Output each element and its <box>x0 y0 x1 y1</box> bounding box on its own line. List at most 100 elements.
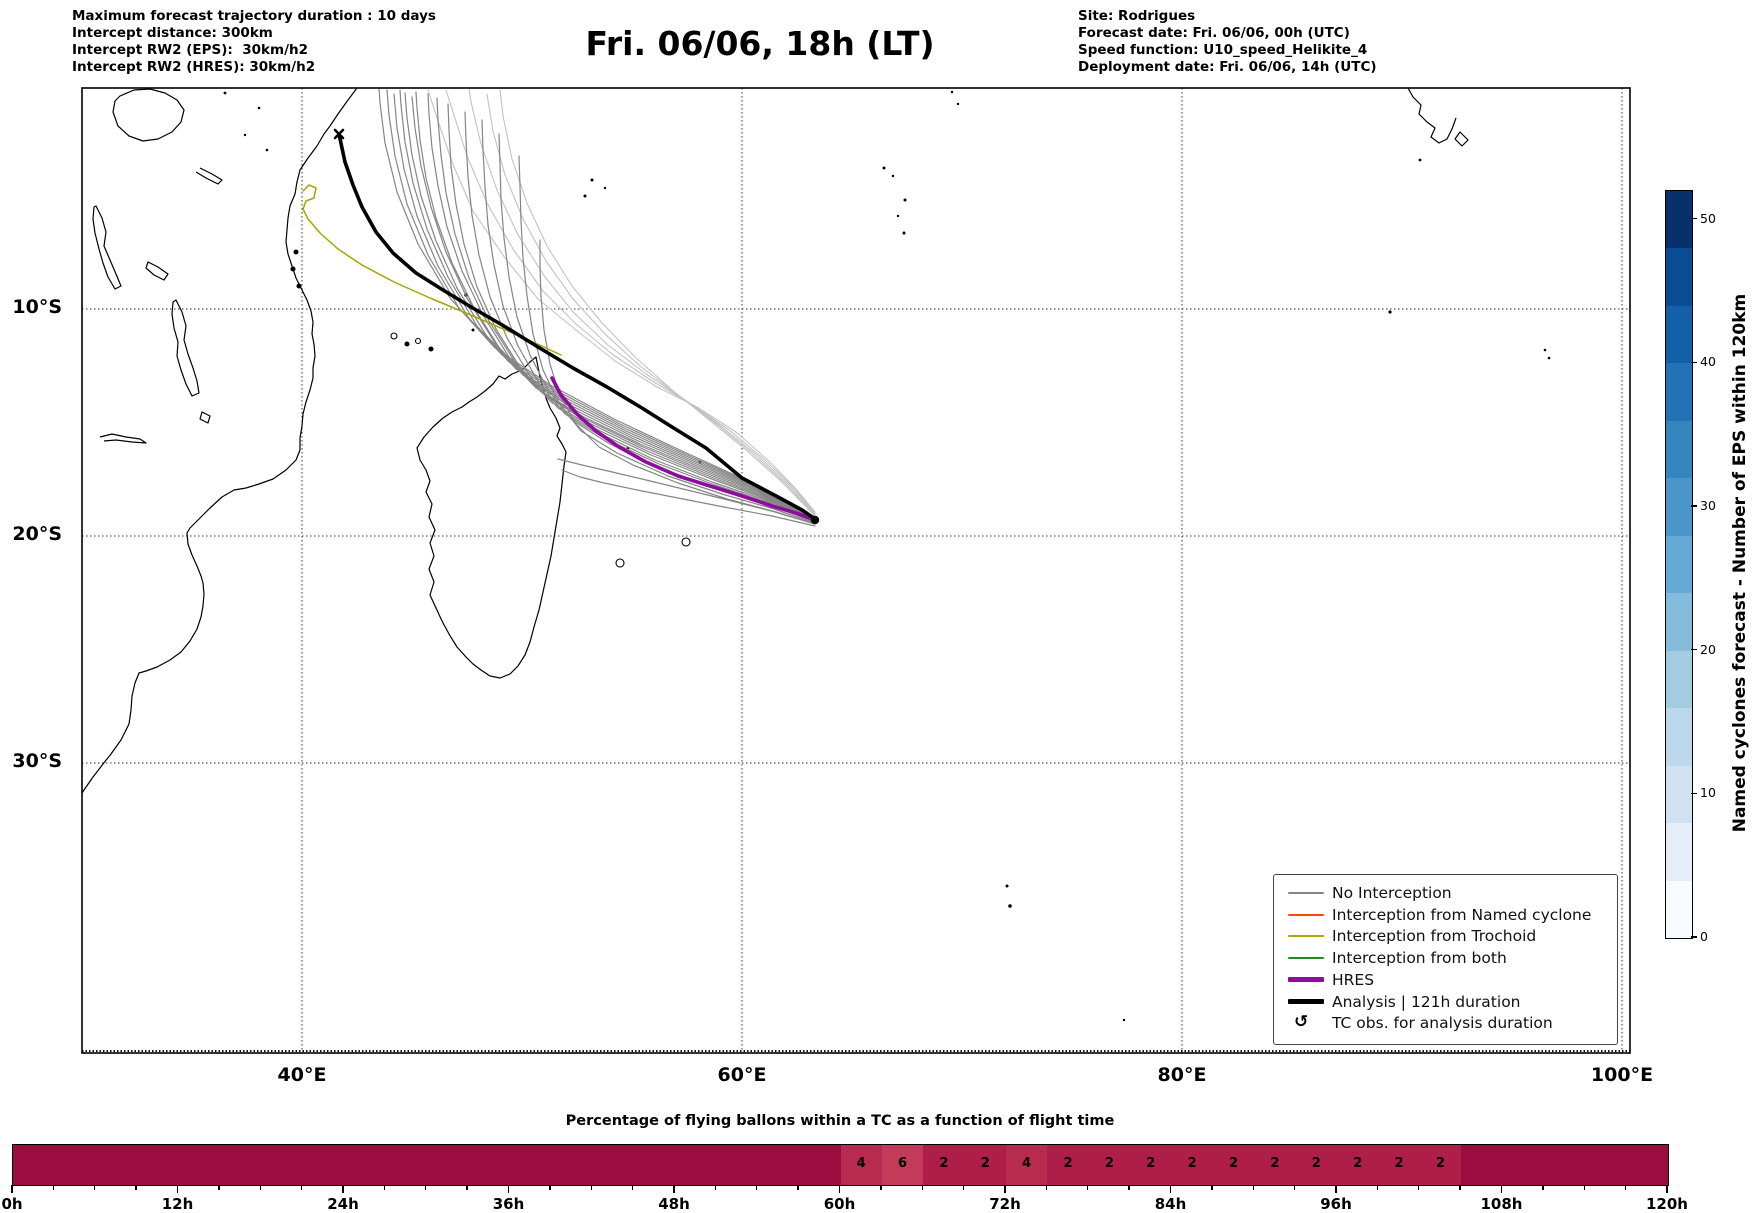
lon-label: 80°E <box>1157 1064 1207 1086</box>
axis-major-tick <box>1169 1185 1172 1193</box>
colorbar-tick <box>1691 361 1697 364</box>
colorbar-tick <box>1691 218 1697 220</box>
axis-minor-tick <box>1045 1185 1048 1190</box>
trajectory-ensemble-light <box>486 93 816 516</box>
axis-minor-tick <box>1252 1185 1254 1190</box>
bar-cell: 2 <box>1254 1145 1296 1185</box>
trajectory-ensemble <box>539 239 816 525</box>
colorbar-segment <box>1666 420 1692 479</box>
colorbar-tick-label: 10 <box>1700 785 1716 801</box>
bar-cell: 2 <box>1130 1145 1172 1185</box>
axis-minor-tick <box>135 1185 137 1190</box>
island-speck <box>1418 158 1422 162</box>
axis-minor-tick <box>300 1185 303 1190</box>
axis-tick-label: 108h <box>1480 1195 1523 1213</box>
axis-tick-label: 72h <box>989 1195 1021 1213</box>
island-reunion <box>615 558 625 568</box>
axis-major-tick <box>507 1185 510 1193</box>
bar-chart-title: Percentage of flying ballons within a TC… <box>565 1113 1115 1129</box>
axis-major-tick <box>673 1185 675 1193</box>
colorbar-tick <box>1691 792 1697 795</box>
legend-row: Interception from Trochoid <box>1274 926 1617 947</box>
coastline-lake-chilwa <box>199 411 211 424</box>
island-mafia-island <box>296 283 302 289</box>
bar-cell: 2 <box>1378 1145 1420 1185</box>
island-speck <box>1122 1018 1126 1022</box>
island-speck <box>882 166 886 170</box>
figure-title: Fri. 06/06, 18h (LT) <box>585 24 935 63</box>
bar-cell: 4 <box>840 1145 882 1185</box>
colorbar-segment <box>1666 650 1692 709</box>
coastline-lake-eyasi <box>195 167 223 185</box>
colorbar-tick-label: 0 <box>1700 929 1708 944</box>
legend-label: No Interception <box>1332 884 1452 902</box>
legend-line-sample <box>1288 892 1324 894</box>
axis-minor-tick <box>631 1185 634 1190</box>
bar-cell-value: 2 <box>1187 1156 1197 1171</box>
colorbar-segment <box>1666 708 1692 767</box>
axis-minor-tick <box>590 1185 592 1190</box>
island-speck <box>1008 904 1012 908</box>
header-line-duration: Maximum forecast trajectory duration : 1… <box>72 8 436 24</box>
trajectory-ensemble <box>498 133 816 523</box>
axis-minor-tick <box>1376 1185 1379 1190</box>
header-line-intercept-distance: Intercept distance: 300km <box>72 25 273 41</box>
colorbar-segment <box>1666 535 1692 594</box>
bar-cell: 2 <box>1337 1145 1379 1185</box>
colorbar-segment <box>1666 305 1692 364</box>
axis-tick-label: 60h <box>823 1195 856 1213</box>
bar-cell: 4 <box>1006 1145 1048 1185</box>
trajectory-ensemble <box>464 111 816 522</box>
axis-minor-tick <box>962 1185 965 1190</box>
axis-major-tick <box>176 1185 179 1193</box>
coastline-sumatra-islet <box>1454 131 1469 147</box>
legend-label: Analysis | 121h duration <box>1332 992 1521 1011</box>
bar-cell-value: 2 <box>1229 1156 1239 1171</box>
axis-major-tick <box>1004 1185 1006 1193</box>
axis-major-tick <box>11 1185 13 1193</box>
axis-tick-label: 48h <box>658 1195 690 1213</box>
analysis-x-marker <box>333 128 345 140</box>
axis-tick-label: 96h <box>1320 1195 1352 1213</box>
island-speck <box>257 106 261 110</box>
legend-line-sample <box>1288 999 1324 1004</box>
axis-minor-tick <box>1211 1185 1213 1190</box>
axis-major-tick <box>342 1185 344 1193</box>
axis-minor-tick <box>1128 1185 1130 1190</box>
bar-cell-value: 6 <box>898 1156 908 1171</box>
colorbar-segment <box>1666 823 1692 882</box>
trajectory-ensemble-light <box>499 89 816 517</box>
bar-cell-value: 4 <box>856 1156 866 1171</box>
coastline-lake-victoria <box>112 88 185 142</box>
colorbar <box>1665 190 1693 939</box>
bar-cell: 2 <box>1419 1145 1462 1185</box>
axis-minor-tick <box>1542 1185 1544 1190</box>
legend-line-sample <box>1288 935 1324 938</box>
coastline-madagascar <box>416 356 567 679</box>
axis-tick-label: 120h <box>1646 1195 1688 1213</box>
bar-cell: 2 <box>1295 1145 1337 1185</box>
island-speck <box>265 148 269 152</box>
trajectory-ensemble <box>411 96 816 520</box>
island-speck <box>956 102 960 106</box>
coastline-lake-tanganyika <box>92 205 122 290</box>
axis-major-tick <box>1335 1185 1337 1193</box>
trajectory-ensemble <box>557 458 816 525</box>
bar-cell-value: 2 <box>939 1156 949 1171</box>
colorbar-title: Named cyclones forecast - Number of EPS … <box>1730 293 1750 833</box>
colorbar-segment <box>1666 191 1692 249</box>
legend-row: Interception from both <box>1274 948 1617 969</box>
header-line-deployment-date: Deployment date: Fri. 06/06, 14h (UTC) <box>1078 59 1377 75</box>
tc-obs-start-marker <box>810 515 820 525</box>
bar-cell-value: 2 <box>1435 1156 1445 1171</box>
axis-minor-tick <box>1459 1185 1461 1190</box>
axis-major-tick <box>838 1185 841 1193</box>
island-mauritius <box>681 537 691 547</box>
trajectory-ensemble <box>447 103 816 522</box>
lon-label: 100°E <box>1590 1064 1654 1086</box>
lon-label: 60°E <box>717 1064 767 1086</box>
colorbar-segment <box>1666 880 1692 939</box>
trajectory-hres <box>550 376 817 522</box>
island-speck <box>583 194 587 198</box>
